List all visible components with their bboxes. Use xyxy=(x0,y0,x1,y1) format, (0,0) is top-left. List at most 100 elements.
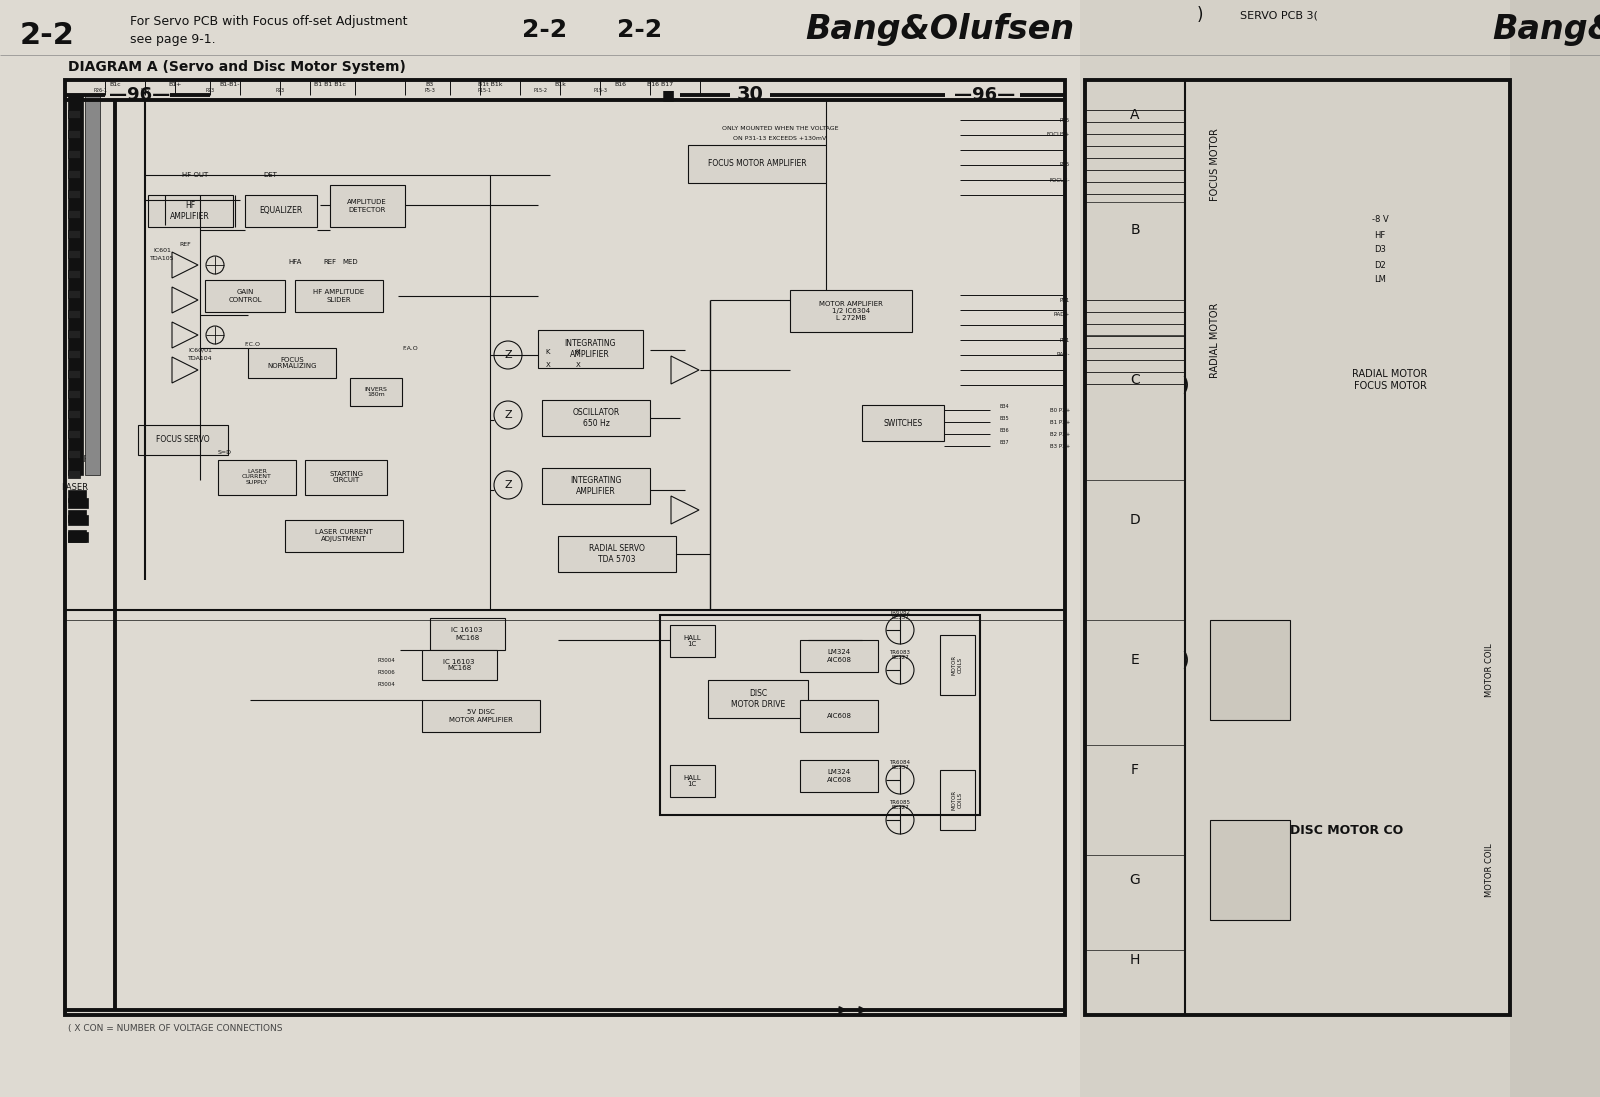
Bar xyxy=(67,430,80,438)
Text: P35: P35 xyxy=(1059,162,1070,168)
Bar xyxy=(67,514,88,525)
Text: DISC MOTOR CO: DISC MOTOR CO xyxy=(1290,824,1403,837)
Text: P21: P21 xyxy=(1059,297,1070,303)
Bar xyxy=(800,640,878,672)
Bar xyxy=(800,760,878,792)
Text: IC 16103
MC168: IC 16103 MC168 xyxy=(443,658,475,671)
Text: HFA: HFA xyxy=(288,259,302,265)
Bar xyxy=(85,95,99,475)
Bar xyxy=(1210,819,1290,920)
Bar xyxy=(67,150,80,158)
Text: TR6082
BC337: TR6082 BC337 xyxy=(890,610,910,621)
Bar xyxy=(1210,620,1290,720)
Text: G: G xyxy=(1130,873,1141,887)
Text: ( X CON = NUMBER OF VOLTAGE CONNECTIONS: ( X CON = NUMBER OF VOLTAGE CONNECTIONS xyxy=(67,1024,283,1032)
Text: Z: Z xyxy=(504,480,512,490)
Text: F.A.O: F.A.O xyxy=(402,346,418,351)
Text: TDA105: TDA105 xyxy=(150,256,174,260)
Bar xyxy=(67,95,83,475)
Text: MOTOR COIL: MOTOR COIL xyxy=(1485,844,1494,897)
Text: FOCUS MOTOR: FOCUS MOTOR xyxy=(1210,128,1221,202)
Text: P21: P21 xyxy=(1059,338,1070,342)
Text: P5-3: P5-3 xyxy=(424,88,435,92)
Text: B16 B17: B16 B17 xyxy=(646,81,674,87)
Text: C: C xyxy=(1130,373,1139,387)
Text: R3004: R3004 xyxy=(378,657,395,663)
Text: REF: REF xyxy=(323,259,336,265)
Bar xyxy=(67,370,80,378)
Bar xyxy=(66,80,1066,1015)
Text: R3006: R3006 xyxy=(378,669,395,675)
Text: P35: P35 xyxy=(1059,117,1070,123)
Text: FOCUS+: FOCUS+ xyxy=(1046,133,1070,137)
Text: TR6083
BC327: TR6083 BC327 xyxy=(890,649,910,660)
Text: P15-2: P15-2 xyxy=(533,88,547,92)
Text: HF OUT: HF OUT xyxy=(182,172,208,178)
Bar xyxy=(67,131,80,138)
Text: LM324
AIC608: LM324 AIC608 xyxy=(827,649,851,663)
Text: K: K xyxy=(546,349,550,355)
Text: HF
AMPLIFIER: HF AMPLIFIER xyxy=(170,202,210,220)
Text: FOCUS SERVO: FOCUS SERVO xyxy=(157,436,210,444)
Bar xyxy=(67,510,86,522)
Text: 2-2: 2-2 xyxy=(523,18,568,42)
Text: HF AMPLITUDE
SLIDER: HF AMPLITUDE SLIDER xyxy=(314,290,365,303)
Bar xyxy=(1510,0,1600,1097)
Text: TR6085
BC327: TR6085 BC327 xyxy=(890,800,910,811)
Text: SWITCHES: SWITCHES xyxy=(883,418,923,428)
Bar xyxy=(67,210,80,218)
Text: —96—: —96— xyxy=(954,86,1016,104)
Text: B: B xyxy=(1130,223,1139,237)
Text: P26-1: P26-1 xyxy=(93,88,107,92)
Text: GUARD: GUARD xyxy=(69,455,96,464)
Bar xyxy=(1080,0,1510,1097)
Text: D3: D3 xyxy=(1374,246,1386,255)
Text: D: D xyxy=(1130,513,1141,527)
Text: GAIN
CONTROL: GAIN CONTROL xyxy=(229,290,262,303)
Text: P23: P23 xyxy=(275,88,285,92)
Text: INTEGRATING
AMPLIFIER: INTEGRATING AMPLIFIER xyxy=(570,476,622,496)
Text: DIAGRAM A (Servo and Disc Motor System): DIAGRAM A (Servo and Disc Motor System) xyxy=(67,60,406,73)
Bar xyxy=(661,615,979,815)
Text: F: F xyxy=(1131,764,1139,777)
Text: B1k: B1k xyxy=(554,81,566,87)
Bar xyxy=(67,470,80,478)
Text: D2: D2 xyxy=(1374,260,1386,270)
Text: E: E xyxy=(1131,653,1139,667)
Bar xyxy=(558,536,675,572)
Bar xyxy=(67,230,80,238)
Bar xyxy=(147,195,234,227)
Bar xyxy=(688,145,826,183)
Text: P23: P23 xyxy=(205,88,214,92)
Bar xyxy=(205,280,285,312)
Bar xyxy=(138,425,229,455)
Text: B2 P3+: B2 P3+ xyxy=(1050,431,1070,437)
Text: RADIAL MOTOR: RADIAL MOTOR xyxy=(1210,303,1221,377)
Text: 30: 30 xyxy=(736,86,763,104)
Text: MOTOR
COILS: MOTOR COILS xyxy=(952,655,963,675)
Text: EQUALIZER: EQUALIZER xyxy=(259,206,302,215)
Text: LM324
AIC608: LM324 AIC608 xyxy=(827,769,851,782)
Bar xyxy=(245,195,317,227)
Text: LASER: LASER xyxy=(61,483,88,491)
Text: INTEGRATING
AMPLIFIER: INTEGRATING AMPLIFIER xyxy=(565,339,616,359)
Bar xyxy=(670,625,715,657)
Text: B1 B1 B1c: B1 B1 B1c xyxy=(314,81,346,87)
Text: ONLY MOUNTED WHEN THE VOLTAGE: ONLY MOUNTED WHEN THE VOLTAGE xyxy=(722,125,838,131)
Text: B37: B37 xyxy=(1000,441,1010,445)
Text: HALL
1C: HALL 1C xyxy=(683,774,701,788)
Bar xyxy=(67,498,88,508)
Text: B35: B35 xyxy=(1000,417,1010,421)
Bar xyxy=(67,490,86,502)
Text: ): ) xyxy=(1181,375,1189,395)
Text: MED: MED xyxy=(342,259,358,265)
Bar xyxy=(67,391,80,398)
Text: A: A xyxy=(1130,108,1139,122)
Text: AIC608: AIC608 xyxy=(827,713,851,719)
Text: DISC
MOTOR DRIVE: DISC MOTOR DRIVE xyxy=(731,689,786,709)
Text: TR6084
BC337: TR6084 BC337 xyxy=(890,759,910,770)
Text: RAD-: RAD- xyxy=(1056,352,1070,358)
Text: B34: B34 xyxy=(1000,405,1010,409)
Text: Bang&: Bang& xyxy=(1493,13,1600,46)
Text: K: K xyxy=(576,349,581,355)
